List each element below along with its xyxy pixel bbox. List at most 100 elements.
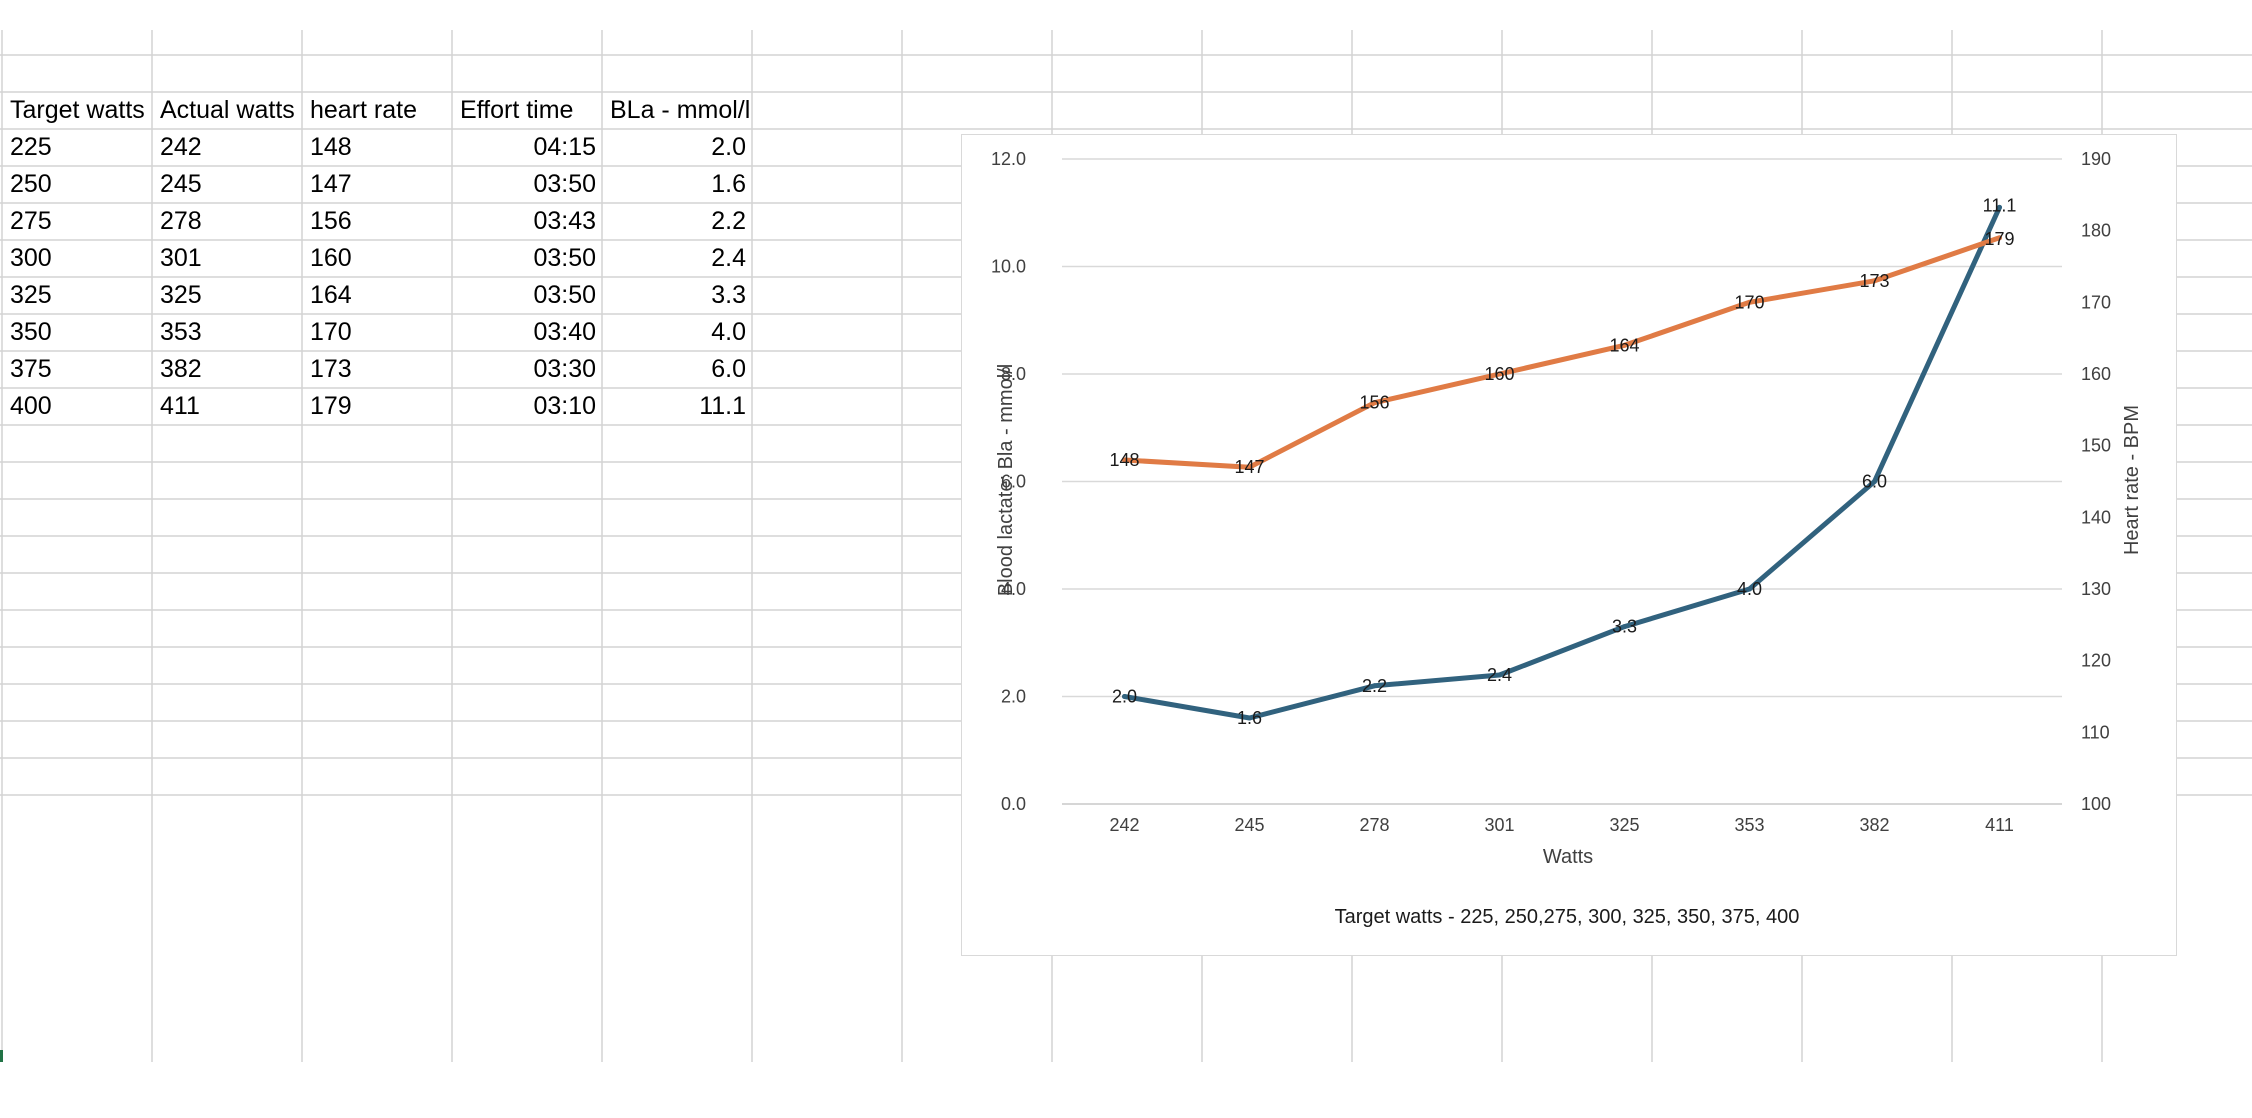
heart-rate-data-label: 147 <box>1234 457 1264 477</box>
y-axis-left-title: Blood lactate: Bla - mmol/l <box>995 364 1017 596</box>
table-cell-actual-watts[interactable]: 242 <box>160 133 202 161</box>
y-tick-label: 10.0 <box>991 257 1026 277</box>
table-cell-heart-rate[interactable]: 164 <box>310 281 352 309</box>
table-cell-target-watts[interactable]: 250 <box>10 170 52 198</box>
line-chart: 0.02.04.06.08.010.012.0 1001101201301401… <box>991 149 2143 928</box>
table-cell-bla[interactable]: 2.0 <box>711 133 746 161</box>
table-cell-effort-time[interactable]: 03:30 <box>533 355 596 383</box>
table-cell-bla[interactable]: 3.3 <box>711 281 746 309</box>
table-cell-target-watts[interactable]: 325 <box>10 281 52 309</box>
table-cell-effort-time[interactable]: 03:10 <box>533 392 596 420</box>
table-cell-actual-watts[interactable]: 245 <box>160 170 202 198</box>
blood-lactate-data-label: 2.0 <box>1112 687 1137 707</box>
heart-rate-line[interactable] <box>1122 235 2002 470</box>
heart-rate-point[interactable] <box>1872 278 1877 284</box>
x-axis-ticks: 242 245 278 301 325 353 382 411 <box>1109 815 2013 835</box>
table-cell-heart-rate[interactable]: 160 <box>310 244 352 272</box>
y-tick-label: 12.0 <box>991 149 1026 169</box>
header-cell-target-watts[interactable]: Target watts <box>10 96 145 124</box>
blood-lactate-data-label: 4.0 <box>1737 579 1762 599</box>
y-tick-label: 0.0 <box>1001 794 1026 814</box>
blood-lactate-point[interactable] <box>1997 204 2002 210</box>
heart-rate-point[interactable] <box>1497 371 1502 377</box>
y-tick-label: 4.0 <box>1001 579 1026 599</box>
table-cell-heart-rate[interactable]: 156 <box>310 207 352 235</box>
x-axis-title: Watts <box>1543 846 1593 868</box>
table-cell-target-watts[interactable]: 225 <box>10 133 52 161</box>
table-cell-heart-rate[interactable]: 148 <box>310 133 352 161</box>
table-cell-bla[interactable]: 1.6 <box>711 170 746 198</box>
chart-container[interactable]: 0.0 2.0 4.0 6.0 8.0 10.0 12.0 100 110 120 130 140 1… <box>961 134 2177 956</box>
x-tick-label: 411 <box>1985 815 2014 835</box>
blood-lactate-point[interactable] <box>1622 624 1627 630</box>
table-cell-target-watts[interactable]: 350 <box>10 318 52 346</box>
table-cell-heart-rate[interactable]: 147 <box>310 170 352 198</box>
y-tick-label: 2.0 <box>1001 687 1026 707</box>
table-cell-heart-rate[interactable]: 179 <box>310 392 352 420</box>
heart-rate-data-label: 179 <box>1984 229 2014 249</box>
x-tick-label: 245 <box>1234 815 1264 835</box>
heart-rate-point[interactable] <box>1747 299 1752 305</box>
table-cell-heart-rate[interactable]: 173 <box>310 355 352 383</box>
blood-lactate-point[interactable] <box>1747 586 1752 592</box>
table-cell-effort-time[interactable]: 03:50 <box>533 281 596 309</box>
header-cell-actual-watts[interactable]: Actual watts <box>160 96 295 124</box>
blood-lactate-point[interactable] <box>1872 479 1877 484</box>
blood-lactate-data-label: 3.3 <box>1612 617 1637 637</box>
heart-rate-point[interactable] <box>1622 342 1627 348</box>
blood-lactate-point[interactable] <box>1122 694 1127 699</box>
y2-tick-label: 140 <box>2081 507 2111 527</box>
blood-lactate-data-label: 11.1 <box>1983 195 2017 215</box>
table-cell-effort-time[interactable]: 03:50 <box>533 170 596 198</box>
heart-rate-point[interactable] <box>1247 464 1252 470</box>
x-tick-label: 382 <box>1859 815 1889 835</box>
header-cell-effort-time[interactable]: Effort time <box>460 96 574 124</box>
table-cell-effort-time[interactable]: 03:50 <box>533 244 596 272</box>
table-cell-actual-watts[interactable]: 411 <box>160 392 200 420</box>
table-cell-actual-watts[interactable]: 278 <box>160 207 202 235</box>
table-cell-target-watts[interactable]: 300 <box>10 244 52 272</box>
chart-gridlines <box>1062 158 2062 805</box>
chart-series <box>1122 204 2002 721</box>
table-cell-target-watts[interactable]: 275 <box>10 207 52 235</box>
table-cell-bla[interactable]: 11.1 <box>699 392 746 420</box>
table-cell-bla[interactable]: 2.2 <box>711 207 746 235</box>
blood-lactate-point[interactable] <box>1372 683 1377 689</box>
header-cell-heart-rate[interactable]: heart rate <box>310 96 418 124</box>
y-tick-label: 6.0 <box>1001 472 1026 492</box>
x-tick-label: 278 <box>1359 815 1389 835</box>
table-cell-actual-watts[interactable]: 382 <box>160 355 202 383</box>
header-cell-bla[interactable]: BLa - mmol/l <box>610 96 751 124</box>
y2-tick-label: 160 <box>2081 364 2111 384</box>
blood-lactate-point[interactable] <box>1247 715 1252 721</box>
heart-rate-data-label: 164 <box>1609 335 1639 355</box>
heart-rate-point[interactable] <box>1372 400 1377 406</box>
blood-lactate-line[interactable] <box>1122 204 2002 721</box>
blood-lactate-data-label: 2.2 <box>1362 676 1387 696</box>
table-cell-actual-watts[interactable]: 353 <box>160 318 202 346</box>
y2-tick-label: 110 <box>2081 722 2110 742</box>
chart-caption: Target watts - 225, 250,275, 300, 325, 3… <box>1335 906 1800 928</box>
y-axis-right-ticks: 100 110 120 130 140 150 160 170 180 190 <box>2081 149 2111 814</box>
heart-rate-data-label: 156 <box>1359 393 1389 413</box>
x-tick-label: 242 <box>1109 815 1139 835</box>
table-cell-heart-rate[interactable]: 170 <box>310 318 352 346</box>
table-cell-effort-time[interactable]: 03:40 <box>533 318 596 346</box>
table-cell-target-watts[interactable]: 400 <box>10 392 52 420</box>
y2-tick-label: 100 <box>2081 794 2111 814</box>
table-cell-bla[interactable]: 6.0 <box>711 355 746 383</box>
table-cell-bla[interactable]: 2.4 <box>711 244 746 272</box>
table-cell-bla[interactable]: 4.0 <box>711 318 746 346</box>
table-cell-effort-time[interactable]: 03:43 <box>533 207 596 235</box>
table-cell-actual-watts[interactable]: 325 <box>160 281 202 309</box>
heart-rate-data-label: 160 <box>1484 364 1514 384</box>
blood-lactate-point[interactable] <box>1497 672 1502 678</box>
heart-rate-point[interactable] <box>1122 457 1127 463</box>
table-cell-actual-watts[interactable]: 301 <box>160 244 202 272</box>
y-axis-left-ticks: 0.0 2.0 4.0 6.0 8.0 10.0 12.0 <box>991 149 1026 814</box>
y-axis-right-title: Heart rate - BPM <box>2121 405 2143 555</box>
heart-rate-point[interactable] <box>1997 235 2002 241</box>
blood-lactate-data-label: 2.4 <box>1487 665 1512 685</box>
table-cell-target-watts[interactable]: 375 <box>10 355 52 383</box>
table-cell-effort-time[interactable]: 04:15 <box>533 133 596 161</box>
